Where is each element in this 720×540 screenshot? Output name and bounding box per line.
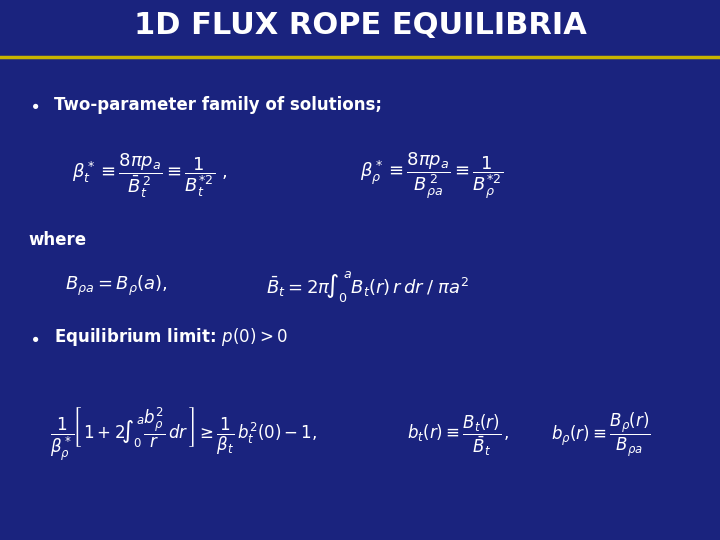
Text: $\dfrac{1}{\beta_\rho^*}\!\left[\,1 + 2\!\int_0^a \dfrac{b_\rho^2}{r}\,dr\,\righ: $\dfrac{1}{\beta_\rho^*}\!\left[\,1 + 2\… (50, 406, 318, 463)
Text: $b_\rho(r) \equiv \dfrac{B_\rho(r)}{B_{\rho a}}$: $b_\rho(r) \equiv \dfrac{B_\rho(r)}{B_{\… (551, 410, 651, 459)
Text: Two-parameter family of solutions;: Two-parameter family of solutions; (54, 96, 382, 114)
Text: where: where (29, 231, 87, 249)
Text: 1D FLUX ROPE EQUILIBRIA: 1D FLUX ROPE EQUILIBRIA (134, 11, 586, 40)
Text: $B_{\rho a} = B_\rho(a),$: $B_{\rho a} = B_\rho(a),$ (65, 274, 167, 298)
Text: $b_t(r) \equiv \dfrac{B_t(r)}{\bar{B}_t}\,,$: $b_t(r) \equiv \dfrac{B_t(r)}{\bar{B}_t}… (407, 412, 510, 457)
Text: $\bullet$: $\bullet$ (29, 96, 39, 114)
Text: $\bullet$: $\bullet$ (29, 328, 39, 347)
Text: $\bar{B}_t = 2\pi\!\int_0^{\,a} B_t(r)\,r\,dr\;/\;\pi a^2$: $\bar{B}_t = 2\pi\!\int_0^{\,a} B_t(r)\,… (266, 269, 469, 303)
Text: $\beta_t^* \equiv \dfrac{8\pi p_a}{\bar{B}_t^{\,2}} \equiv \dfrac{1}{B_t^{*2}}\ : $\beta_t^* \equiv \dfrac{8\pi p_a}{\bar{… (72, 151, 228, 200)
Text: Equilibrium limit: $p(0) > 0$: Equilibrium limit: $p(0) > 0$ (54, 327, 288, 348)
Text: $\beta_\rho^* \equiv \dfrac{8\pi p_a}{B_{\rho a}^{\,2}} \equiv \dfrac{1}{B_\rho^: $\beta_\rho^* \equiv \dfrac{8\pi p_a}{B_… (360, 150, 503, 201)
